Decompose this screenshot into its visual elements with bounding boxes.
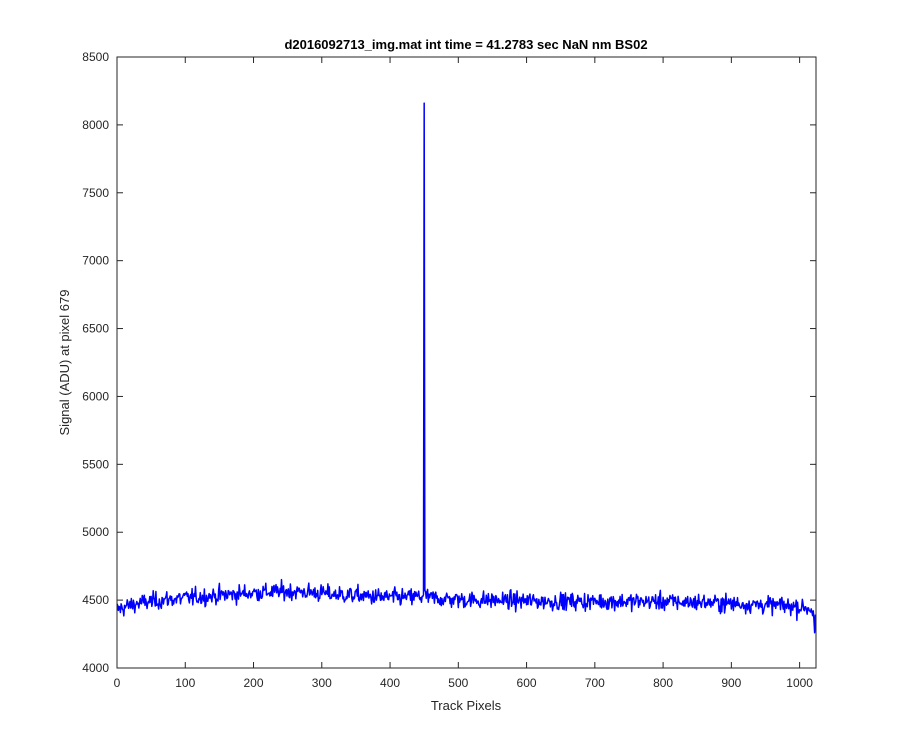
tick-labels: 0 100 200 300 400 500 600 700 800 900 1000 4000 4500… [82, 50, 813, 690]
x-tick-label-10: 1000 [786, 676, 813, 690]
x-tick-label-3: 300 [312, 676, 332, 690]
x-tick-label-2: 200 [244, 676, 264, 690]
y-tick-label-7: 7500 [82, 186, 109, 200]
y-axis-label: Signal (ADU) at pixel 679 [57, 290, 72, 436]
y-tick-label-4: 6000 [82, 389, 109, 403]
y-tick-label-5: 6500 [82, 322, 109, 336]
x-tick-label-8: 800 [653, 676, 673, 690]
x-tick-label-5: 500 [448, 676, 468, 690]
y-tick-label-0: 4000 [82, 661, 109, 675]
plot-box [116, 56, 817, 669]
y-tick-label-1: 4500 [82, 593, 109, 607]
y-tick-label-9: 8500 [82, 50, 109, 64]
x-axis-label: Track Pixels [431, 698, 502, 713]
x-tick-label-1: 100 [175, 676, 195, 690]
y-tick-label-3: 5500 [82, 457, 109, 471]
signal-series-line [116, 102, 817, 634]
y-tick-label-2: 5000 [82, 525, 109, 539]
x-tick-label-4: 400 [380, 676, 400, 690]
x-tick-label-9: 900 [721, 676, 741, 690]
x-tick-label-7: 700 [585, 676, 605, 690]
plot-area [117, 57, 816, 668]
y-tick-label-6: 7000 [82, 254, 109, 268]
x-tick-label-0: 0 [114, 676, 121, 690]
x-tick-label-6: 600 [517, 676, 537, 690]
y-tick-label-8: 8000 [82, 118, 109, 132]
chart-title: d2016092713_img.mat int time = 41.2783 s… [284, 37, 647, 52]
